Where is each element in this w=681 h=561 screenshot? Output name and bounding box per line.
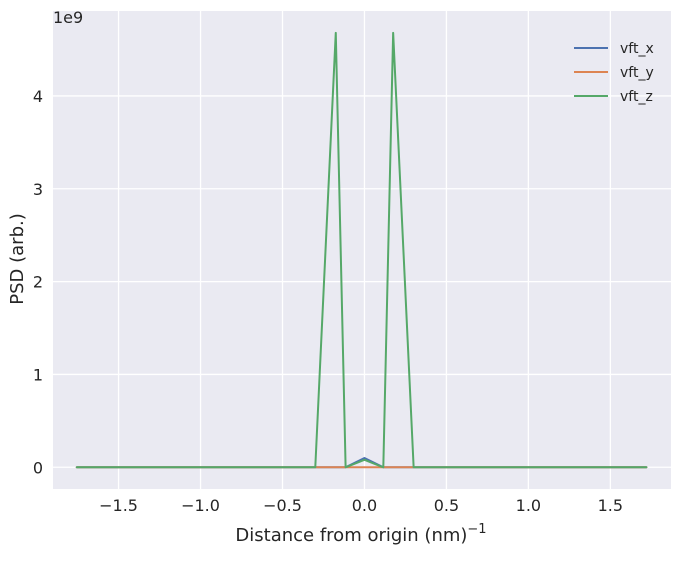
legend: vft_x vft_y vft_z [574,41,654,105]
y-tick-label: 3 [33,180,43,199]
x-tick-label: 1.5 [598,496,623,515]
y-offset-label: 1e9 [53,8,83,27]
x-tick-labels: −1.5 −1.0 −0.5 0.0 0.5 1.0 1.5 [99,496,623,515]
x-axis-label-text: Distance from origin (nm) [235,525,467,546]
y-tick-label: 2 [33,273,43,292]
series-line-vft_z [75,31,648,469]
grid-lines [53,11,671,489]
x-tick-label: 1.0 [516,496,541,515]
legend-label-vft_z: vft_z [620,89,653,105]
y-tick-label: 0 [33,458,43,477]
y-tick-label: 4 [33,87,43,106]
y-tick-label: 1 [33,365,43,384]
x-axis-label: Distance from origin (nm)−1 [235,522,486,546]
plot-background [53,11,671,489]
x-tick-label: 0.5 [434,496,459,515]
legend-label-vft_x: vft_x [620,41,654,57]
y-axis-label: PSD (arb.) [7,213,28,305]
x-tick-label: 0.0 [352,496,377,515]
x-axis-label-exponent: −1 [467,522,486,537]
y-tick-labels: 0 1 2 3 4 [33,87,43,477]
series-lines [75,31,648,469]
legend-label-vft_y: vft_y [620,65,654,81]
x-tick-label: −1.5 [99,496,138,515]
x-tick-label: −0.5 [263,496,302,515]
x-tick-label: −1.0 [181,496,220,515]
